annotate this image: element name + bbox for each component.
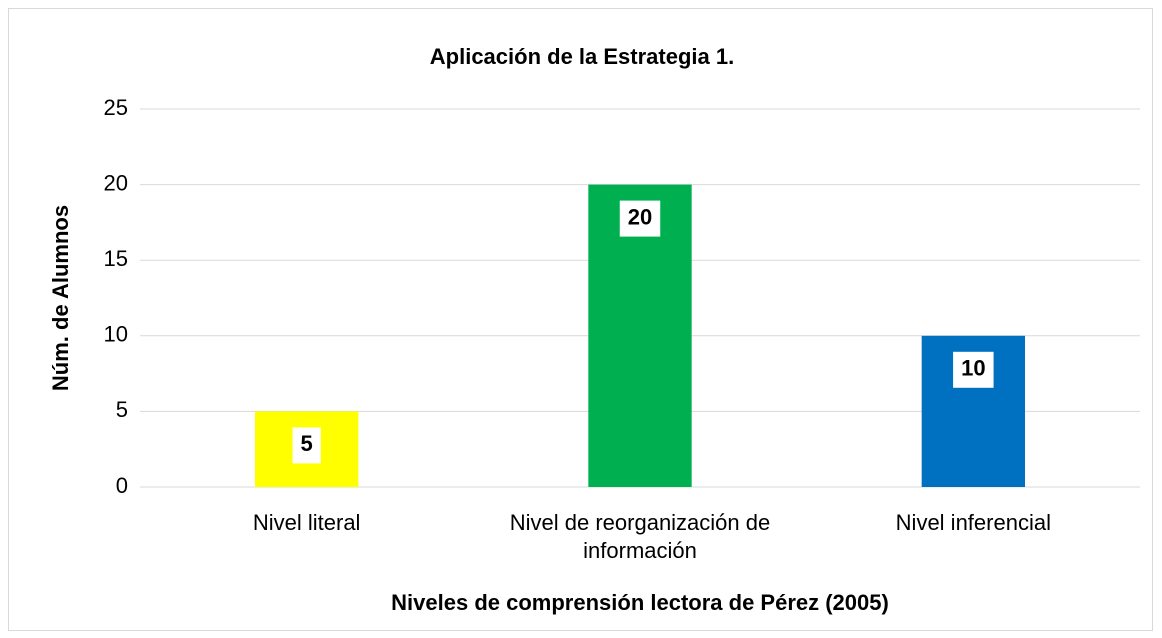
y-tick-label: 20	[104, 170, 128, 195]
x-tick-label: Nivel de reorganización de información	[509, 510, 771, 563]
x-tick-label: Nivel inferencial	[895, 510, 1051, 535]
y-tick-label: 25	[104, 95, 128, 120]
x-axis-title: Niveles de comprensión lectora de Pérez …	[391, 590, 889, 615]
data-label-box	[292, 427, 321, 464]
chart-title: Aplicación de la Estrategia 1.	[430, 44, 734, 69]
y-tick-label: 15	[104, 246, 128, 271]
y-tick-label: 5	[116, 397, 128, 422]
data-label-box	[619, 200, 661, 237]
y-tick-label: 10	[104, 322, 128, 347]
y-axis-title: Núm. de Alumnos	[48, 205, 73, 391]
chart-border	[8, 8, 1153, 631]
y-tick-label: 0	[116, 473, 128, 498]
data-label: 20	[628, 204, 652, 229]
data-label-box	[953, 351, 994, 388]
data-label: 10	[961, 356, 985, 381]
x-tick-label: Nivel literal	[252, 510, 361, 535]
data-label: 5	[301, 431, 313, 456]
